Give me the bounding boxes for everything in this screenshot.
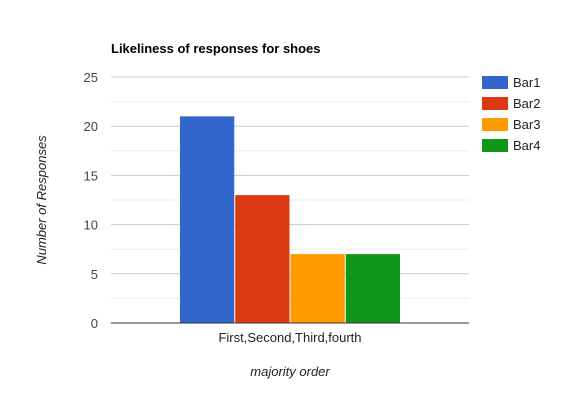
legend-label-bar1: Bar1 bbox=[513, 75, 540, 90]
y-axis-label: Number of Responses bbox=[34, 135, 49, 265]
y-tick-label: 25 bbox=[84, 70, 98, 85]
legend-swatch-bar1 bbox=[482, 76, 508, 89]
x-category-label: First,Second,Third,fourth bbox=[218, 330, 361, 345]
y-tick-label: 20 bbox=[84, 119, 98, 134]
y-tick-labels: 0 5 10 15 20 25 bbox=[84, 70, 98, 331]
bars bbox=[180, 116, 400, 323]
legend: Bar1 Bar2 Bar3 Bar4 bbox=[482, 75, 540, 153]
legend-swatch-bar2 bbox=[482, 97, 508, 110]
bar-bar2 bbox=[235, 195, 290, 323]
bar-bar4 bbox=[345, 254, 400, 323]
bar-bar3 bbox=[290, 254, 345, 323]
legend-label-bar4: Bar4 bbox=[513, 138, 540, 153]
chart-title: Likeliness of responses for shoes bbox=[111, 41, 321, 56]
legend-swatch-bar3 bbox=[482, 118, 508, 131]
y-tick-label: 15 bbox=[84, 168, 98, 183]
legend-label-bar3: Bar3 bbox=[513, 117, 540, 132]
y-tick-label: 0 bbox=[91, 316, 98, 331]
bar-bar1 bbox=[180, 116, 235, 323]
y-tick-label: 5 bbox=[91, 267, 98, 282]
legend-label-bar2: Bar2 bbox=[513, 96, 540, 111]
x-axis-label: majority order bbox=[250, 364, 330, 379]
y-tick-label: 10 bbox=[84, 218, 98, 233]
legend-swatch-bar4 bbox=[482, 139, 508, 152]
gridlines bbox=[111, 76, 469, 299]
